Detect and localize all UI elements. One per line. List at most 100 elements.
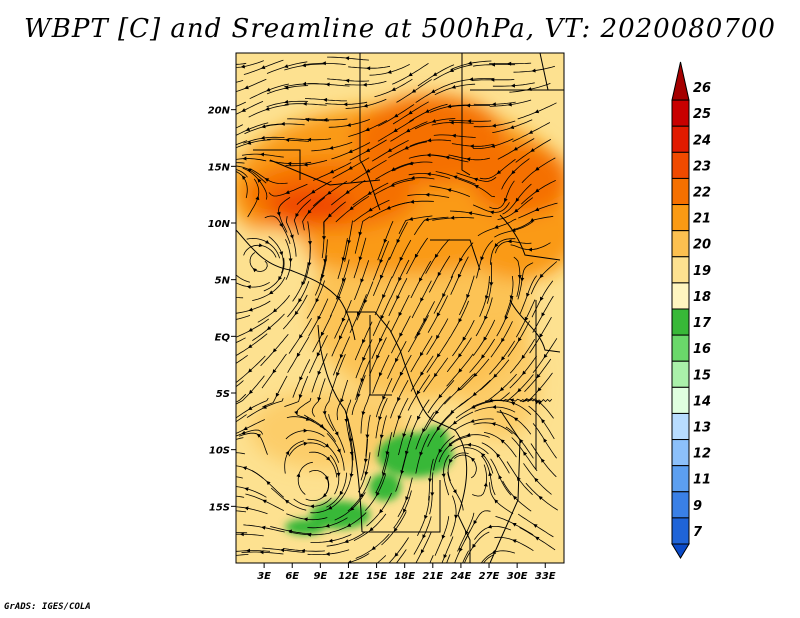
streamline-arrow [438, 394, 443, 399]
streamline-arrow [467, 61, 472, 65]
streamline-arrow [510, 83, 515, 88]
streamline-arrow [425, 109, 430, 113]
streamline-arrow [346, 523, 352, 527]
streamline-arrow [220, 293, 224, 297]
streamline-arrow [329, 169, 335, 174]
streamline-arrow [360, 278, 365, 283]
streamline-arrow [227, 319, 231, 323]
streamline-arrow [484, 295, 489, 300]
streamline-arrow [507, 102, 512, 107]
streamline-arrow [220, 493, 224, 497]
streamline-arrow [289, 234, 294, 239]
colorbar-label: 26 [693, 81, 711, 96]
streamline-arrow [243, 426, 248, 430]
streamline-arrow [260, 65, 266, 69]
colorbar-segment [671, 308, 690, 336]
streamline-arrow [420, 549, 425, 554]
streamline-arrow [458, 318, 463, 323]
streamline-arrow [363, 103, 368, 108]
latitude-axis: 20N 15N 10N 5N EQ 5S 10S 15S [208, 106, 236, 513]
streamline-arrow [513, 146, 518, 151]
streamline [236, 337, 246, 344]
streamline-arrow [327, 213, 332, 218]
colorbar-segment [671, 334, 690, 362]
streamline-arrow [242, 466, 247, 471]
streamline-arrow [530, 148, 535, 152]
streamline-arrow [539, 273, 544, 279]
streamline-arrow [513, 495, 518, 500]
streamline-arrow [366, 66, 371, 71]
streamline-arrow [264, 178, 270, 182]
streamline-arrow [507, 239, 512, 244]
streamline-arrow [481, 354, 486, 359]
streamline-arrow [509, 398, 514, 403]
colorbar-label: 15 [693, 368, 711, 383]
streamline-arrow [534, 207, 540, 212]
streamline-arrow [431, 119, 436, 123]
colorbar-label: 12 [693, 447, 711, 462]
streamline-arrow [494, 243, 499, 248]
streamline-arrow [329, 145, 334, 150]
streamline-arrow [393, 128, 398, 133]
streamline-arrow [349, 206, 354, 211]
streamline-arrow [306, 532, 311, 537]
streamline-arrow [328, 538, 333, 543]
lat-tick-label: 5N [215, 276, 231, 287]
streamline-arrow [474, 185, 479, 189]
streamline-arrow [244, 85, 249, 90]
streamline-arrow [256, 433, 261, 438]
streamline-arrow [302, 101, 307, 106]
streamline-arrow [427, 138, 432, 143]
streamline-arrow [303, 517, 308, 522]
streamline-arrow [321, 61, 326, 66]
streamline-arrow [272, 308, 278, 313]
streamline-arrow [393, 527, 398, 532]
streamline-arrow [392, 564, 396, 568]
lat-tick-label: 5S [216, 389, 230, 400]
streamline [236, 380, 244, 388]
streamline-arrow [498, 474, 503, 480]
streamline-arrow [284, 499, 290, 504]
colorbar-segment [671, 99, 690, 127]
streamline-arrow [285, 450, 290, 455]
streamline-arrow [280, 548, 285, 553]
streamline-arrow [295, 213, 300, 218]
streamline-arrow [496, 453, 501, 458]
streamline-arrow [436, 426, 441, 432]
colorbar-segment [671, 491, 690, 519]
streamline-arrow [393, 113, 399, 118]
streamline-arrow [362, 339, 366, 344]
streamline-arrow [285, 190, 290, 194]
streamline [236, 140, 248, 146]
streamline [446, 554, 451, 563]
streamline [236, 315, 251, 320]
streamline-arrow [327, 505, 333, 510]
streamline-arrow [379, 259, 384, 264]
streamline-arrow [303, 162, 308, 167]
streamline-arrow [491, 422, 496, 426]
streamline-arrow [383, 238, 388, 244]
streamline-arrow [301, 63, 306, 68]
streamline-arrow [524, 316, 529, 322]
streamline [376, 555, 387, 563]
streamline-arrow [487, 524, 492, 529]
streamline-arrow [255, 195, 260, 201]
streamline-arrow [513, 417, 519, 422]
streamline-arrow [363, 299, 368, 304]
lat-tick-label: 15S [209, 502, 230, 513]
streamline-arrow [404, 145, 409, 150]
streamline-arrow [443, 554, 448, 559]
streamline-arrow [410, 175, 415, 180]
streamline-arrow [228, 365, 232, 369]
colorbar-segment [671, 465, 690, 493]
streamline-arrow [278, 276, 282, 281]
streamline-arrow [472, 392, 477, 397]
streamline-arrow [348, 149, 353, 153]
streamline-arrow [268, 290, 274, 295]
streamline-arrow [266, 326, 272, 331]
colorbar-label: 24 [693, 133, 711, 148]
streamline-arrow [400, 470, 405, 475]
streamline-arrow [334, 431, 339, 436]
streamline-arrow [265, 106, 270, 111]
streamline-arrow [225, 555, 229, 559]
